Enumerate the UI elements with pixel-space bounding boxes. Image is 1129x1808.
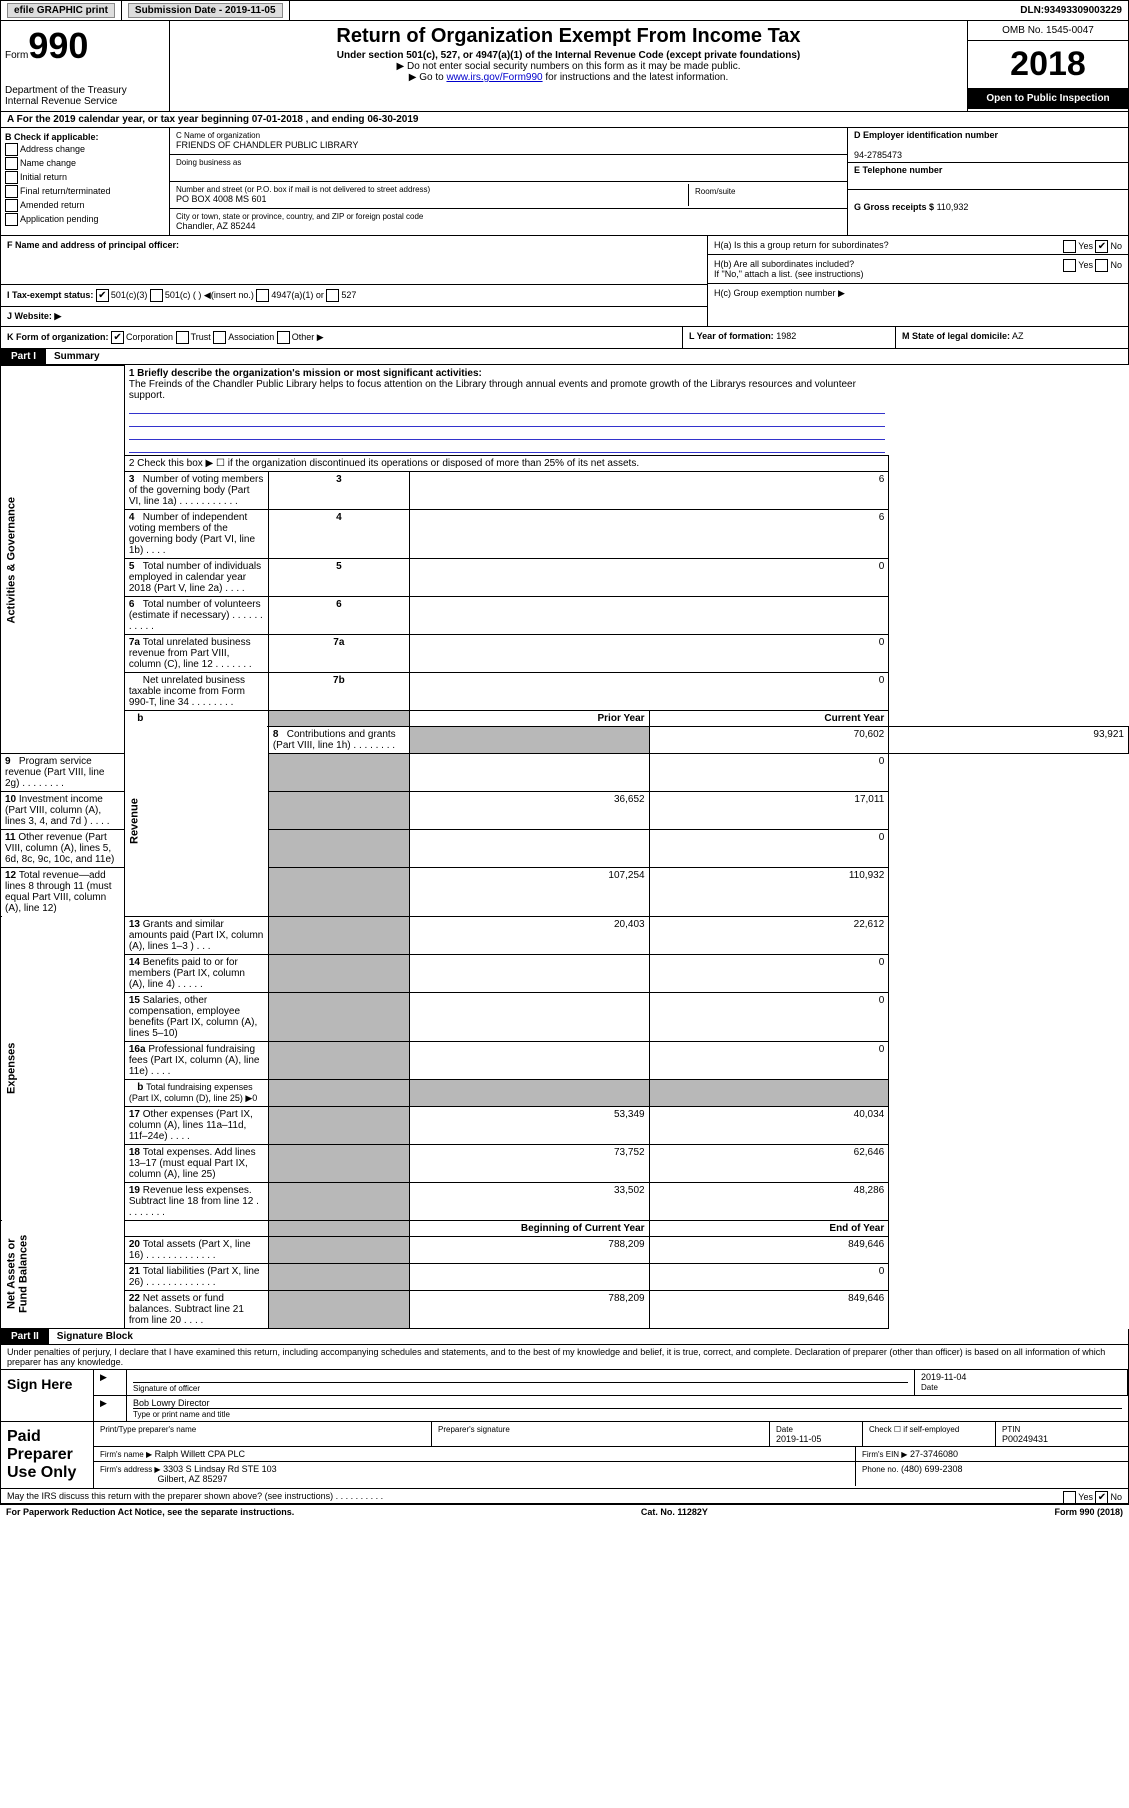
subdate-button[interactable]: Submission Date - 2019-11-05 [128, 3, 283, 18]
form990-link[interactable]: www.irs.gov/Form990 [446, 72, 542, 83]
address: PO BOX 4008 MS 601 [176, 194, 267, 204]
footer: For Paperwork Reduction Act Notice, see … [0, 1504, 1129, 1519]
firm-addr: 3303 S Lindsay Rd STE 103 [163, 1464, 277, 1474]
side-expenses: Expenses [1, 916, 125, 1220]
subtitle: Under section 501(c), 527, or 4947(a)(1)… [337, 50, 800, 61]
ein-label: D Employer identification number [854, 130, 998, 140]
dept-label: Department of the Treasury Internal Reve… [5, 85, 165, 107]
ha-label: H(a) Is this a group return for subordin… [714, 240, 889, 250]
discuss-row: May the IRS discuss this return with the… [0, 1489, 1129, 1504]
paid-preparer-label: Paid Preparer Use Only [1, 1422, 94, 1488]
tax-exempt-label: I Tax-exempt status: [7, 290, 93, 300]
org-name-label: C Name of organization [176, 131, 260, 140]
line-a: A For the 2019 calendar year, or tax yea… [0, 112, 1129, 128]
open-public: Open to Public Inspection [968, 89, 1128, 109]
sign-here-block: Sign Here ▶Signature of officer2019-11-0… [0, 1370, 1129, 1422]
part1-bar: Part I [1, 349, 46, 364]
part2-bar: Part II [1, 1329, 49, 1344]
mission-text: The Freinds of the Chandler Public Libra… [129, 379, 856, 401]
firm-name: Ralph Willett CPA PLC [155, 1449, 245, 1459]
officer-label: F Name and address of principal officer: [7, 240, 179, 250]
officer-name: Bob Lowry Director [133, 1398, 1122, 1409]
notice-ssn: ▶ Do not enter social security numbers o… [174, 61, 963, 72]
dba-label: Doing business as [176, 158, 241, 167]
side-activities: Activities & Governance [1, 366, 125, 754]
k-label: K Form of organization: [7, 332, 109, 342]
tax-year: 2018 [968, 41, 1128, 89]
return-title: Return of Organization Exempt From Incom… [176, 25, 961, 48]
gross-receipts-label: G Gross receipts $ [854, 202, 934, 212]
q2-label: 2 Check this box ▶ ☐ if the organization… [129, 458, 639, 469]
gross-receipts: 110,932 [937, 202, 969, 212]
paid-preparer-block: Paid Preparer Use Only Print/Type prepar… [0, 1422, 1129, 1489]
hc-label: H(c) Group exemption number ▶ [714, 288, 845, 298]
city-state-zip: Chandler, AZ 85244 [176, 221, 256, 231]
declaration: Under penalties of perjury, I declare th… [0, 1345, 1129, 1370]
org-name: FRIENDS OF CHANDLER PUBLIC LIBRARY [176, 140, 358, 150]
form-label: Form [5, 50, 28, 61]
omb-number: OMB No. 1545-0047 [968, 21, 1128, 41]
website-label: J Website: ▶ [7, 311, 61, 321]
side-revenue: Revenue [124, 726, 268, 916]
part2-title: Signature Block [49, 1329, 141, 1344]
top-header: efile GRAPHIC print Submission Date - 20… [0, 0, 1129, 21]
section-b: B Check if applicable: Address change Na… [1, 128, 170, 235]
preparer-date: 2019-11-05 [776, 1434, 821, 1444]
efile-button[interactable]: efile GRAPHIC print [7, 3, 115, 18]
part1-table: Activities & Governance 1 Briefly descri… [0, 365, 1129, 1329]
title-block: Form990 Department of the Treasury Inter… [0, 21, 1129, 112]
hb-label: H(b) Are all subordinates included? [714, 259, 854, 269]
firm-phone: (480) 699-2308 [901, 1464, 963, 1474]
state-domicile: AZ [1012, 331, 1024, 341]
firm-ein: 27-3746080 [910, 1449, 958, 1459]
form-number: 990 [28, 25, 88, 66]
sign-date: 2019-11-04 [921, 1372, 966, 1382]
q1-label: 1 Briefly describe the organization's mi… [129, 368, 482, 379]
phone-label: E Telephone number [854, 165, 942, 175]
sign-here-label: Sign Here [1, 1370, 94, 1421]
ptin: P00249431 [1002, 1434, 1048, 1444]
side-netassets: Net Assets or Fund Balances [1, 1220, 125, 1328]
year-formation: 1982 [776, 331, 796, 341]
part1-title: Summary [46, 349, 108, 364]
ein: 94-2785473 [854, 150, 902, 160]
